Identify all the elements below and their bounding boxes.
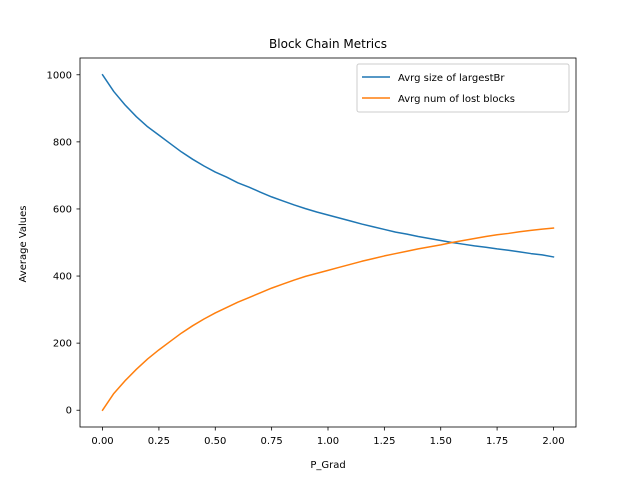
x-tick-label: 1.25	[373, 436, 395, 447]
y-tick-label: 600	[53, 204, 72, 215]
y-tick-label: 400	[53, 272, 72, 283]
y-tick-label: 0	[66, 406, 72, 417]
y-tick-label: 800	[53, 137, 72, 148]
legend-label-avrg-num-lost-blocks: Avrg num of lost blocks	[398, 94, 515, 105]
x-tick-label: 1.00	[317, 436, 339, 447]
series-line-0	[101, 73, 555, 258]
x-tick-label: 0.00	[91, 436, 113, 447]
legend-box	[356, 63, 570, 113]
x-tick-label: 0.50	[204, 436, 226, 447]
series-line-1	[101, 227, 555, 412]
x-tick-label: 2.00	[542, 436, 564, 447]
x-tick-label: 1.50	[430, 436, 452, 447]
axes: 0.00 0.25 0.50 0.75 1.00 1.25 1.50 1.75 2.00 0 200…	[47, 57, 577, 447]
y-tick-label: 200	[53, 339, 72, 350]
axes-frame	[79, 57, 577, 428]
x-axis-label: P_Grad	[310, 460, 345, 471]
chart-title: Block Chain Metrics	[269, 37, 387, 51]
x-tick-label: 1.75	[486, 436, 508, 447]
y-tick-label: 1000	[47, 70, 72, 81]
x-tick-label: 0.75	[261, 436, 283, 447]
y-axis-label: Average Values	[18, 206, 29, 283]
legend: Avrg size of largestBr Avrg num of lost …	[356, 63, 570, 113]
legend-label-avrg-size-largestbr: Avrg size of largestBr	[398, 73, 505, 84]
plot-area	[101, 73, 555, 412]
x-tick-label: 0.25	[148, 436, 170, 447]
